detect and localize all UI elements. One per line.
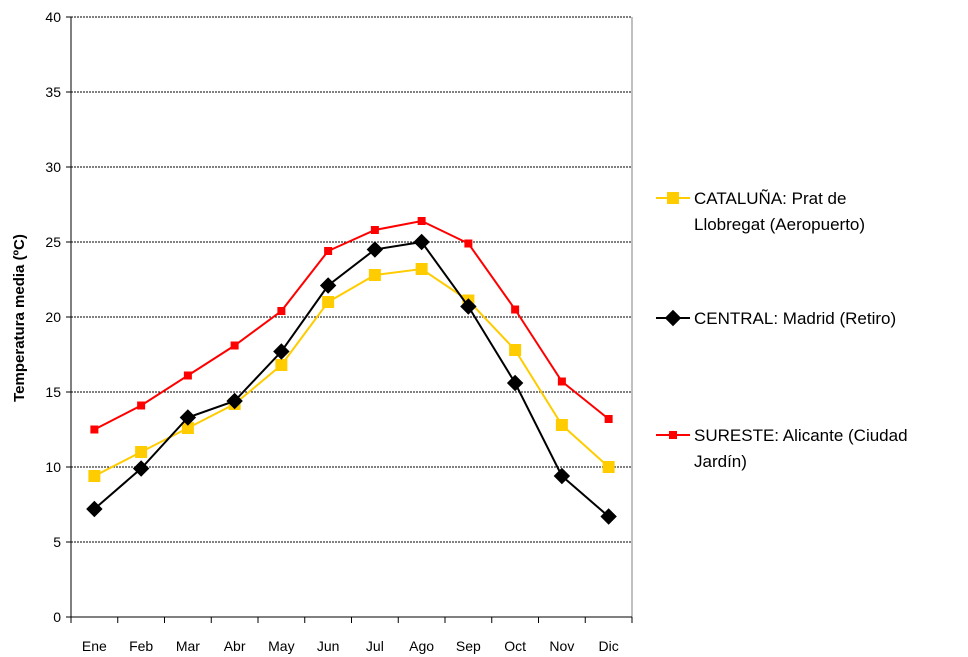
data-point — [181, 422, 194, 434]
y-tick-label: 25 — [45, 234, 61, 250]
x-tick-label: Sep — [456, 638, 481, 654]
data-point — [553, 467, 571, 485]
y-tick-label: 10 — [45, 459, 61, 475]
legend-entry-3: SURESTE: Alicante (Ciudad Jardín) — [656, 426, 908, 471]
data-point — [604, 415, 613, 423]
legend-label: SURESTE: Alicante (Ciudad — [694, 426, 908, 445]
data-point — [324, 247, 333, 255]
data-point — [273, 343, 290, 360]
data-point — [366, 241, 384, 258]
x-tick-label: Feb — [129, 638, 153, 654]
data-point — [230, 341, 239, 350]
data-point — [319, 277, 337, 294]
data-point — [179, 409, 197, 426]
x-tick-label: Mar — [176, 638, 200, 654]
data-point — [555, 419, 568, 431]
legend-entry-1: CATALUÑA: Prat de Llobregat (Aeropuerto) — [656, 189, 865, 234]
data-point — [557, 377, 566, 386]
data-point — [506, 374, 524, 392]
data-point — [322, 296, 335, 308]
axes: 0 5 10 15 20 25 30 35 40 Ene Feb Mar Abr May Jun Jul Ago… — [45, 9, 633, 654]
gridlines — [71, 16, 633, 617]
data-point — [511, 305, 520, 314]
data-point — [137, 401, 146, 410]
x-tick-label: Jul — [366, 638, 384, 654]
x-tick-label: Nov — [549, 638, 574, 654]
x-tick-label: May — [268, 638, 294, 654]
data-point — [277, 307, 286, 315]
data-point — [368, 269, 381, 281]
y-tick-label: 40 — [45, 9, 61, 25]
x-tick-label: Jun — [317, 638, 340, 654]
data-point — [275, 359, 288, 371]
series-line — [93, 267, 610, 477]
legend-label: Llobregat (Aeropuerto) — [694, 215, 865, 234]
data-point — [417, 217, 426, 225]
data-point — [600, 508, 617, 525]
data-point — [183, 371, 192, 380]
data-point — [413, 233, 430, 251]
data-point — [86, 500, 103, 518]
y-tick-label: 5 — [53, 534, 61, 550]
data-point — [664, 309, 682, 327]
data-point — [460, 298, 477, 315]
x-tick-label: Ago — [409, 638, 434, 654]
series-2 — [86, 233, 617, 525]
series-line — [93, 240, 610, 518]
data-point — [90, 425, 99, 434]
y-tick-label: 30 — [45, 159, 61, 175]
data-point — [132, 460, 150, 477]
x-tick-label: Ene — [82, 638, 107, 654]
x-tick-label: Abr — [224, 638, 246, 654]
y-tick-label: 35 — [45, 84, 61, 100]
data-point — [370, 226, 379, 234]
data-point — [226, 392, 243, 410]
data-point — [509, 344, 522, 356]
x-tick-label: Dic — [599, 638, 619, 654]
data-point — [88, 470, 101, 482]
legend-label: CENTRAL: Madrid (Retiro) — [694, 309, 896, 328]
y-tick-label: 15 — [45, 384, 61, 400]
data-point — [602, 461, 615, 473]
data-point — [667, 192, 679, 204]
series-lines — [86, 217, 617, 525]
series-line — [93, 219, 610, 431]
data-point — [135, 446, 148, 458]
legend-label: Jardín) — [694, 452, 747, 471]
data-point — [669, 431, 677, 439]
legend-label: CATALUÑA: Prat de — [694, 189, 846, 208]
series-1 — [88, 263, 615, 482]
series-3 — [90, 217, 613, 434]
y-tick-label: 0 — [53, 609, 61, 625]
data-point — [464, 239, 473, 248]
x-tick-label: Oct — [504, 638, 526, 654]
legend-entry-2: CENTRAL: Madrid (Retiro) — [656, 309, 896, 328]
y-axis-title: Temperatura media (ºC) — [11, 234, 28, 402]
data-point — [415, 263, 428, 275]
y-tick-label: 20 — [45, 309, 61, 325]
